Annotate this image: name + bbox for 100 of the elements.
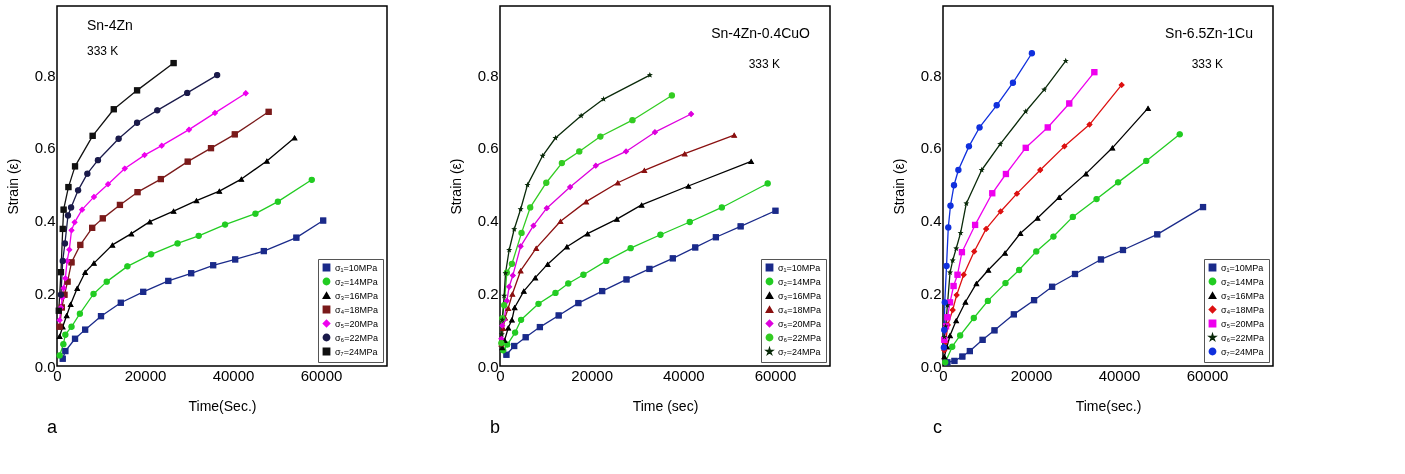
point (184, 158, 191, 165)
point (216, 188, 223, 194)
legend-label: σ₁=10MPa (335, 262, 378, 273)
legend-label: σ₄=18MPa (778, 304, 822, 315)
annotation: 333 K (1191, 57, 1223, 71)
legend-label: σ₅=20MPa (335, 318, 378, 329)
x-tick-label: 40000 (212, 366, 255, 384)
point (544, 261, 551, 267)
x-tick-label: 60000 (754, 366, 797, 384)
legend-label: σ₁=10MPa (778, 262, 821, 273)
point (737, 223, 744, 230)
text: c (933, 417, 942, 437)
y-tick-label: 0.2 (34, 284, 56, 302)
y-tick-label: 0.6 (477, 139, 499, 157)
point (638, 202, 645, 208)
point (174, 240, 181, 247)
legend-label: σ₅=20MPa (778, 318, 821, 329)
y-axis-title: Strain (ε) (4, 158, 21, 215)
point (685, 183, 692, 189)
point (1034, 215, 1041, 221)
annotation: 333 K (748, 57, 780, 71)
point (293, 234, 300, 241)
legend-label: σ₆=22MPa (778, 332, 821, 343)
x-tick-label: 20000 (1010, 366, 1053, 384)
point (67, 301, 74, 307)
y-tick-label: 0.4 (477, 212, 499, 230)
annotation: Sn-6.5Zn-1Cu (1165, 25, 1253, 41)
y-tick-label: 0.8 (34, 66, 56, 84)
annotation: Sn-4Zn (87, 17, 133, 33)
point (56, 333, 63, 339)
point (1017, 230, 1024, 237)
legend-label: σ₃=16MPa (1221, 290, 1264, 301)
point (1109, 145, 1116, 151)
y-tick-label: 0.8 (477, 66, 499, 84)
point (991, 327, 998, 334)
point (576, 148, 583, 155)
point (947, 202, 954, 209)
x-tick-label: 20000 (571, 366, 614, 384)
point (71, 219, 78, 226)
point (557, 218, 564, 225)
x-tick-label: 60000 (300, 366, 343, 384)
point (154, 107, 161, 114)
point (252, 210, 259, 217)
point (764, 180, 771, 187)
legend-label: σ₇=24MPa (1221, 346, 1264, 357)
point (238, 176, 245, 182)
point (517, 243, 524, 250)
legend-label: σ₂=14MPa (335, 276, 378, 287)
point (170, 208, 177, 214)
point (109, 242, 116, 248)
point (60, 206, 67, 213)
y-tick-label: 0.2 (477, 284, 499, 302)
point (597, 133, 604, 140)
x-tick-label: 60000 (1186, 366, 1229, 384)
y-tick-label: 0.4 (920, 212, 942, 230)
x-axis-title: Time(sec.) (1075, 397, 1142, 414)
legend-label: σ₆=22MPa (335, 332, 378, 343)
y-axis-title: Strain (ε) (447, 158, 464, 215)
x-tick-label: 40000 (662, 366, 705, 384)
point (1086, 121, 1093, 128)
point (66, 246, 73, 253)
text: b (490, 417, 501, 437)
point (997, 208, 1004, 215)
point (1061, 143, 1068, 150)
point (962, 299, 969, 305)
x-axis-title: Time(Sec.) (188, 397, 257, 414)
legend-label: σ₇=24MPa (778, 346, 821, 357)
annotation: Sn-4Zn-0.4CuO (711, 25, 811, 41)
legend-label: σ₆=22MPa (1221, 332, 1264, 343)
annotation: 333 K (87, 44, 119, 58)
legend-label: σ₃=16MPa (778, 290, 821, 301)
point (68, 227, 75, 234)
point (530, 222, 537, 229)
point (623, 276, 630, 283)
legend-label: σ₂=14MPa (778, 276, 821, 287)
y-tick-label: 0.4 (34, 212, 56, 230)
y-tick-label: 0.2 (920, 284, 942, 302)
point (959, 353, 966, 360)
point (1050, 233, 1057, 240)
legend-label: σ₅=20MPa (1221, 318, 1264, 329)
legend-label: σ₄=18MPa (1221, 304, 1265, 315)
point (504, 341, 511, 348)
legend-label: σ₁=10MPa (1221, 262, 1264, 273)
point (565, 280, 572, 287)
x-tick-label: 20000 (124, 366, 167, 384)
point (84, 170, 91, 177)
y-axis-title: Strain (ε) (890, 158, 907, 215)
point (555, 312, 562, 319)
legend-label: σ₄=18MPa (335, 304, 379, 315)
x-tick-label: 40000 (1098, 366, 1141, 384)
legend-label: σ₇=24MPa (335, 346, 378, 357)
point (985, 267, 992, 273)
point (976, 124, 983, 131)
y-tick-label: 0.6 (920, 139, 942, 157)
point (124, 263, 131, 270)
text: a (47, 417, 58, 437)
legend-label: σ₃=16MPa (335, 290, 378, 301)
point (509, 291, 516, 297)
legend-label: σ₂=14MPa (1221, 276, 1264, 287)
x-axis-title: Time (sec) (632, 397, 699, 414)
